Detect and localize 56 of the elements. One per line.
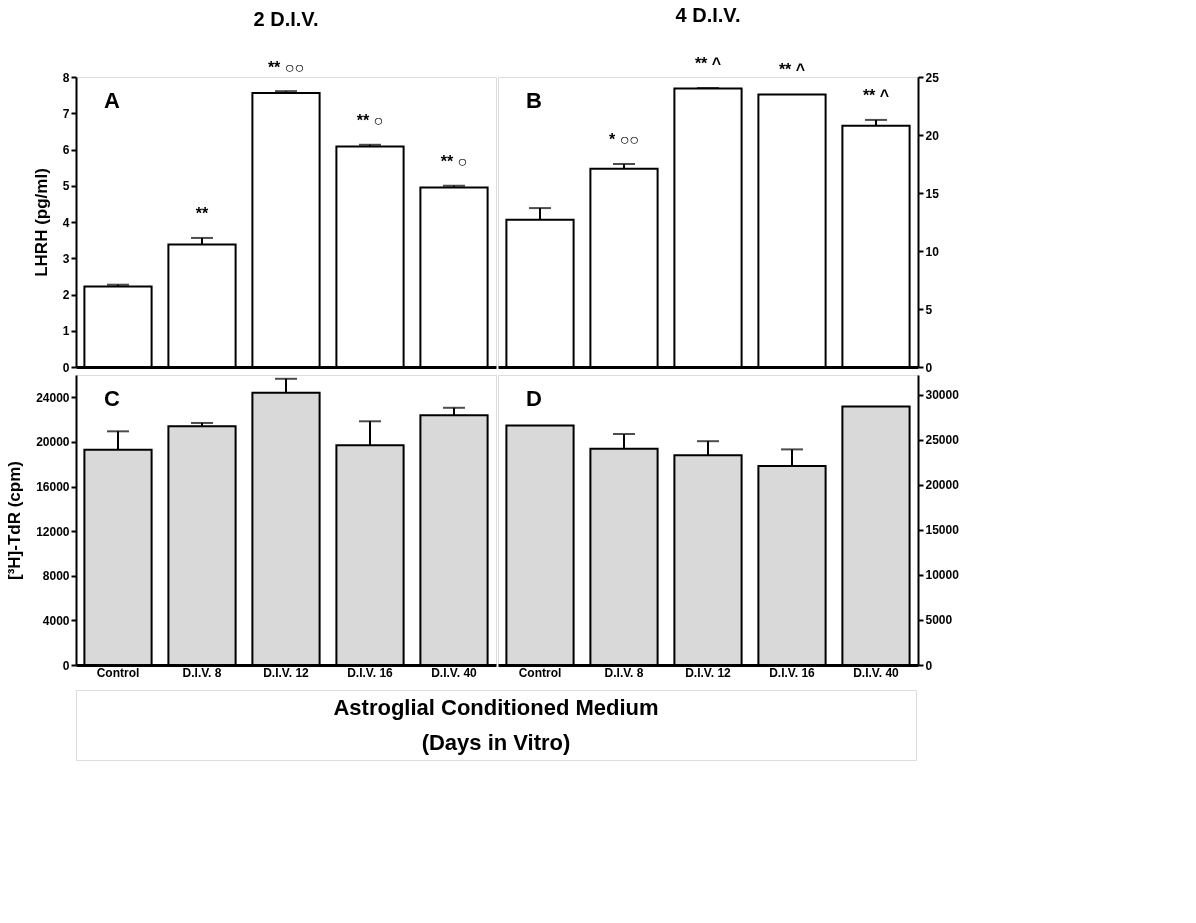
y-axis-title: LHRH (pg/ml): [31, 168, 51, 277]
y-tick-label: 0: [925, 360, 933, 375]
y-tick-label: 8000: [42, 569, 70, 584]
x-tick-label: D.I.V. 8: [182, 665, 222, 680]
y-tick-label: 6: [62, 143, 70, 157]
y-tick-label: 1: [62, 324, 70, 339]
y-tick-label: 24000: [36, 390, 70, 405]
y-tick-label: 10: [925, 244, 940, 259]
x-tick-label: Control: [96, 665, 140, 680]
x-axis-title: Astroglial Conditioned Medium (Days in Vitro): [333, 694, 659, 755]
annotation: ** ○: [356, 111, 384, 129]
annotation: B: [526, 88, 542, 113]
y-tick-label: 7: [62, 106, 70, 121]
annotation: ** ^: [862, 86, 890, 104]
y-tick-label: 3: [62, 251, 70, 266]
y-tick-label: 0: [62, 360, 70, 375]
y-tick-label: 16000: [36, 480, 70, 495]
chart-title: 4 D.I.V.: [675, 4, 741, 27]
x-tick-label: D.I.V. 8: [604, 665, 644, 680]
annotation: C: [104, 386, 120, 411]
annotation: * ○○: [609, 131, 639, 148]
chart-title: 2 D.I.V.: [253, 7, 319, 30]
annotation: ** ^: [778, 61, 806, 79]
x-tick-label: D.I.V. 40: [853, 665, 900, 680]
y-tick-label: 15: [925, 186, 940, 201]
y-axis-title: [³H]-TdR (cpm): [5, 461, 25, 580]
annotation: A: [104, 88, 120, 113]
y-tick-label: 8: [62, 70, 70, 85]
y-tick-label: 5: [925, 302, 933, 317]
y-tick-label: 12000: [36, 524, 70, 539]
y-tick-label: 10000: [925, 568, 960, 583]
y-tick-label: 25: [925, 70, 940, 85]
y-tick-label: 0: [925, 658, 933, 673]
annotation: ** ○: [440, 152, 468, 170]
y-tick-label: 15000: [925, 523, 960, 538]
y-tick-label: 4000: [42, 613, 70, 628]
y-tick-label: 5: [62, 179, 70, 194]
y-tick-label: 20000: [925, 478, 960, 493]
x-tick-label: D.I.V. 40: [431, 665, 478, 680]
annotation: ** ^: [694, 55, 722, 73]
annotation: ** ○○: [267, 58, 305, 76]
y-tick-label: 30000: [925, 388, 960, 403]
y-tick-label: 20000: [36, 435, 70, 450]
y-tick-label: 4: [62, 215, 70, 230]
x-tick-label: D.I.V. 16: [769, 665, 816, 680]
x-tick-label: Control: [518, 665, 562, 680]
y-tick-label: 2: [62, 288, 70, 302]
x-tick-label: D.I.V. 12: [263, 665, 310, 680]
y-tick-label: 25000: [925, 433, 960, 448]
y-tick-label: 20: [925, 128, 940, 143]
x-tick-label: D.I.V. 12: [685, 665, 732, 680]
annotation: D: [526, 386, 542, 411]
x-tick-label: D.I.V. 16: [347, 665, 394, 680]
y-tick-label: 5000: [925, 613, 953, 628]
y-tick-label: 0: [62, 658, 70, 673]
annotation: **: [195, 204, 209, 222]
